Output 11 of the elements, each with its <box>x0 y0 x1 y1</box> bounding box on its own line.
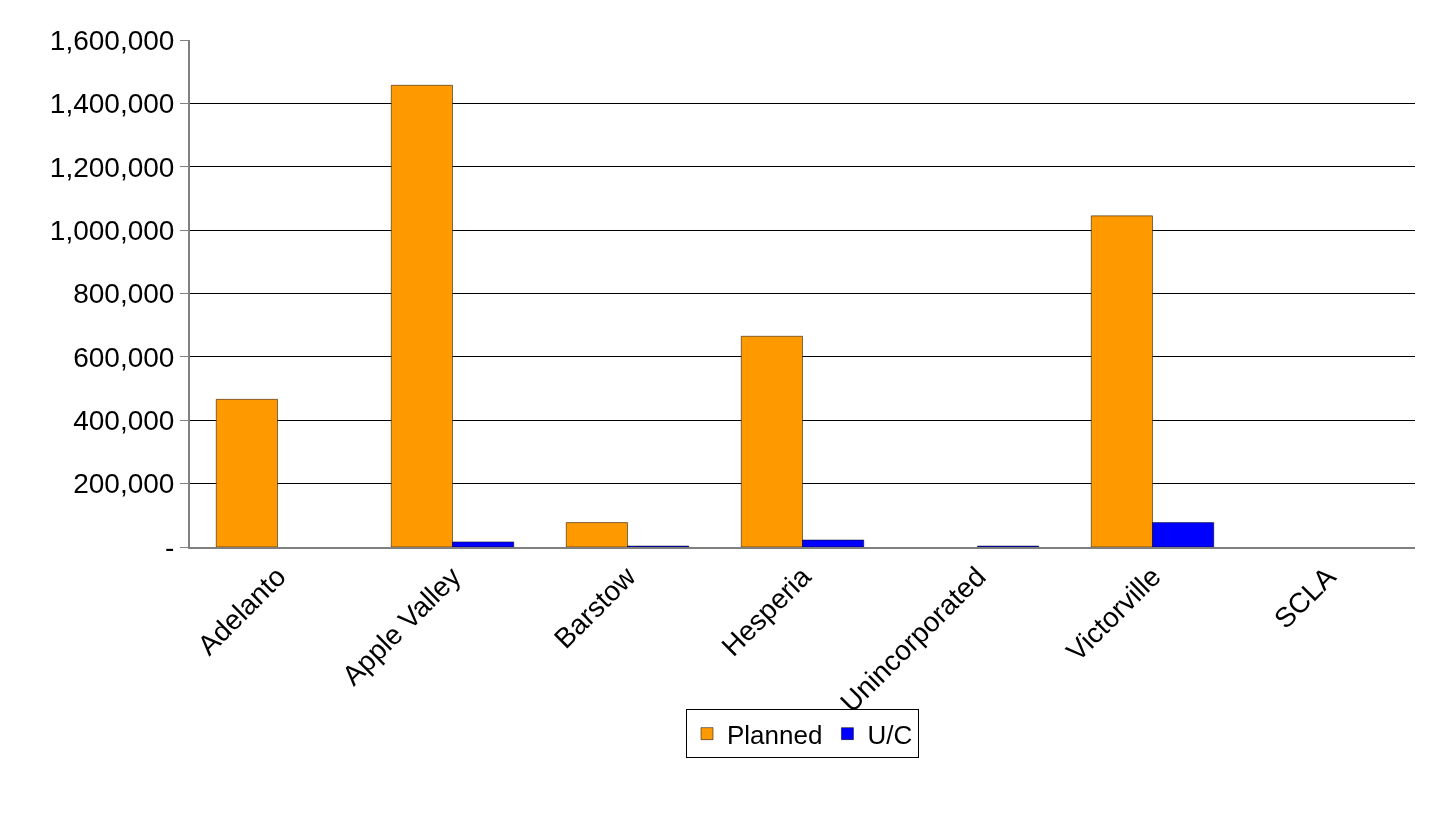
y-tick-label: 1,400,000 <box>49 88 175 120</box>
legend-label: Planned <box>727 719 823 750</box>
y-tick-label: 800,000 <box>73 278 175 310</box>
y-tick-label: 600,000 <box>73 341 175 373</box>
y-tick-label: 1,600,000 <box>49 24 175 56</box>
legend-label: U/C <box>867 719 913 750</box>
y-tick-label: 400,000 <box>73 405 175 437</box>
y-tick-label: - <box>165 531 175 563</box>
y-tick-label: 1,200,000 <box>49 151 175 183</box>
y-tick-label: 1,000,000 <box>49 214 175 246</box>
y-tick-label: 200,000 <box>73 468 175 500</box>
